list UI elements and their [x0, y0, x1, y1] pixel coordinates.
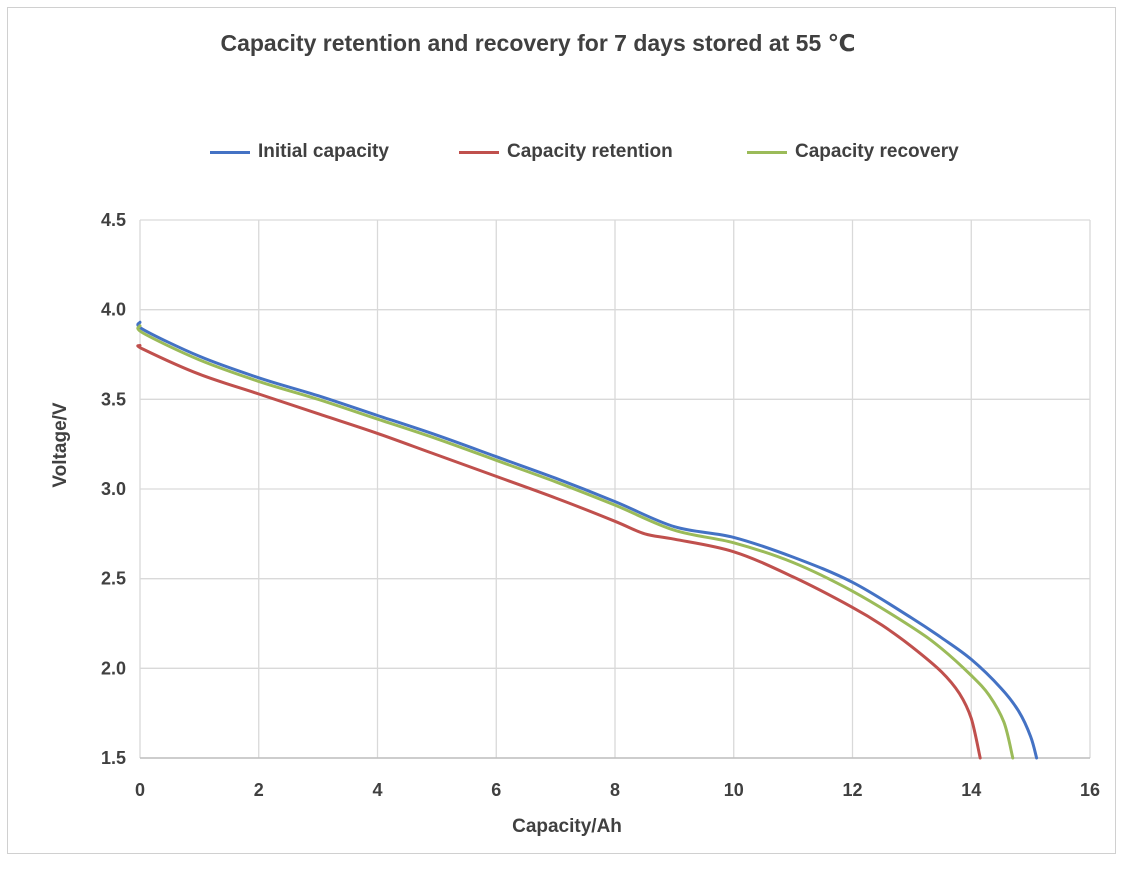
y-tick-label: 3.5 [101, 389, 126, 409]
x-tick-label: 10 [724, 780, 744, 800]
x-tick-label: 12 [842, 780, 862, 800]
legend-swatch [210, 150, 250, 154]
y-tick-label: 1.5 [101, 748, 126, 768]
gridlines [139, 219, 1091, 759]
series-line-0 [136, 320, 1039, 760]
x-axis-title: Capacity/Ah [512, 816, 622, 837]
legend: Initial capacity Capacity retention Capa… [0, 141, 1143, 169]
y-tick-label: 4.5 [101, 210, 126, 230]
x-tick-label: 14 [961, 780, 981, 800]
legend-label: Capacity retention [507, 141, 673, 162]
x-tick-label: 0 [135, 780, 145, 800]
legend-swatch [747, 150, 787, 154]
y-tick-label: 3.0 [101, 479, 126, 499]
x-tick-label: 8 [610, 780, 620, 800]
series-lines [136, 320, 1039, 760]
legend-item-capacity-recovery: Capacity recovery [747, 141, 959, 163]
series-line-1 [136, 344, 982, 760]
legend-label: Initial capacity [258, 141, 389, 162]
legend-label: Capacity recovery [795, 141, 959, 162]
series-line-2 [136, 324, 1015, 760]
y-axis-title: Voltage/V [50, 402, 71, 487]
chart-title: Capacity retention and recovery for 7 da… [220, 30, 856, 56]
chart-frame [7, 7, 1116, 854]
y-tick-labels: 1.5 2.0 2.5 3.0 3.5 4.0 4.5 [101, 210, 126, 768]
x-tick-labels: 0 2 4 6 8 10 12 14 16 [135, 780, 1100, 800]
x-tick-label: 4 [372, 780, 382, 800]
legend-swatch [459, 150, 499, 154]
y-tick-label: 2.5 [101, 569, 126, 589]
x-tick-label: 6 [491, 780, 501, 800]
legend-item-capacity-retention: Capacity retention [459, 141, 673, 163]
x-tick-label: 16 [1080, 780, 1100, 800]
y-tick-label: 2.0 [101, 658, 126, 678]
x-tick-label: 2 [254, 780, 264, 800]
legend-item-initial-capacity: Initial capacity [210, 141, 389, 163]
y-tick-label: 4.0 [101, 300, 126, 320]
